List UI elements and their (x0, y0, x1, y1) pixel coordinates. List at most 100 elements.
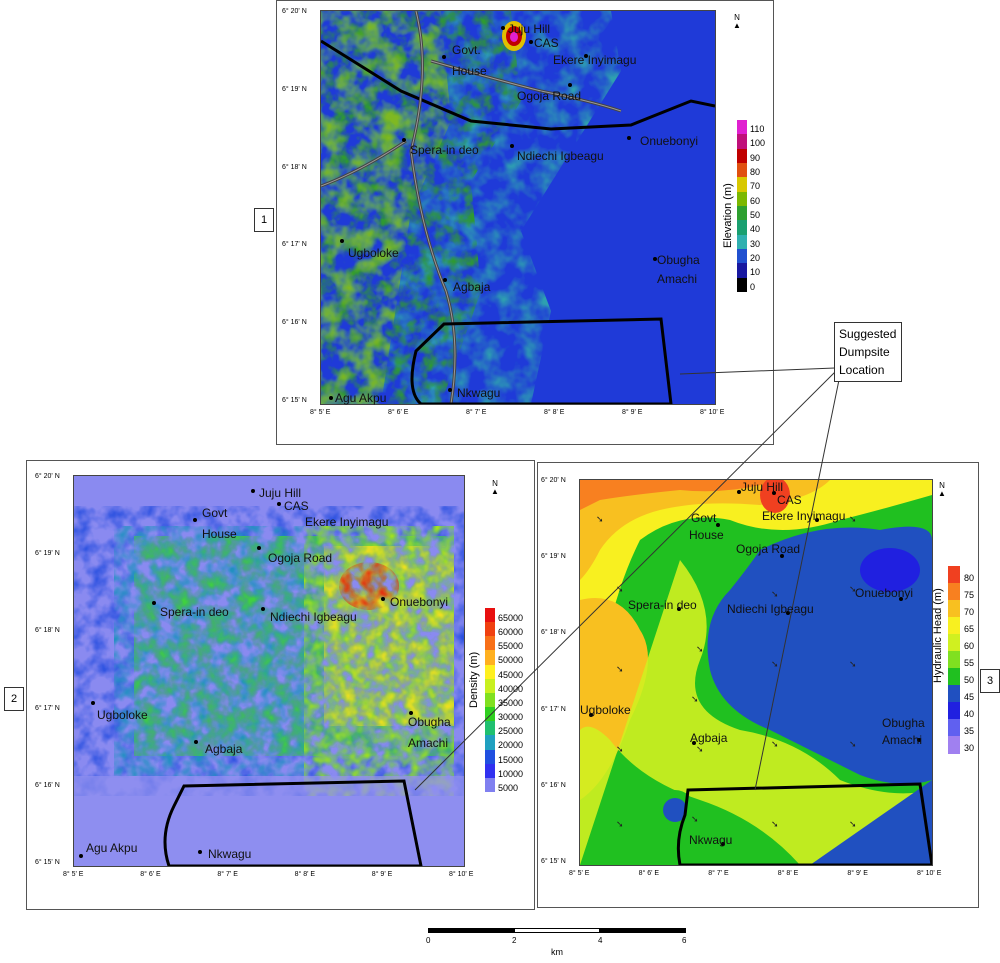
legend-label: 30 (750, 238, 761, 249)
lat-tick-label: 6° 17' N (35, 704, 60, 712)
legend-label: 55000 (498, 641, 524, 652)
panel-number-3: 3 (980, 669, 1000, 693)
lat-tick-label: 6° 18' N (35, 627, 60, 635)
map1-place-label: Amachi (657, 272, 698, 286)
legend-label: 45000 (498, 669, 524, 680)
legend-label: 25000 (498, 726, 524, 737)
legend-swatch (485, 692, 495, 708)
scale-segment (600, 928, 686, 933)
map3-place-label: House (689, 528, 724, 542)
legend-label: 0 (750, 281, 756, 292)
map2-place-label: Govt (202, 506, 228, 520)
density-map (73, 475, 465, 867)
lon-tick-label: 8° 5' E (310, 409, 331, 416)
lon-tick-label: 8° 7' E (466, 409, 487, 416)
location-dot (899, 597, 903, 601)
location-dot (677, 607, 681, 611)
dumpsite-callout: Suggested Dumpsite Location (834, 322, 902, 382)
legend-label: 110 (750, 124, 765, 134)
legend-label: 35000 (498, 697, 524, 708)
elevation-map-svg (321, 11, 715, 404)
location-dot (257, 546, 261, 550)
map3-place-label: Onuebonyi (855, 586, 914, 600)
legend-label: 70 (750, 181, 761, 192)
legend-swatch (737, 249, 747, 264)
lat-tick-label: 6° 17' N (282, 241, 307, 249)
location-dot (198, 850, 202, 854)
lon-tick-label: 8° 10' E (917, 870, 942, 877)
legend-label: 60000 (498, 627, 524, 638)
map3-place-label: Ekere Inyimagu (762, 509, 846, 523)
legend-label: 55 (964, 658, 975, 668)
legend-label: 5000 (498, 782, 519, 793)
map1-place-label: Onuebonyi (640, 134, 699, 148)
legend-label: 65 (964, 624, 975, 634)
map1-place-label: Ogoja Road (517, 89, 582, 103)
location-dot (529, 40, 533, 44)
legend-label: 30 (964, 743, 975, 753)
legend-label: 40 (964, 709, 975, 719)
map2-place-label: Ndiechi Igbeagu (270, 610, 357, 624)
location-dot (448, 388, 452, 392)
lat-tick-label: 6° 18' N (282, 163, 307, 171)
legend-swatch (485, 707, 495, 722)
lat-tick-label: 6° 15' N (282, 397, 307, 404)
lat-tick-label: 6° 16' N (282, 319, 307, 327)
scale-bar: 0 2 4 6 km (426, 928, 688, 958)
legend-1 (737, 120, 767, 293)
lat-tick-label: 6° 20' N (282, 8, 307, 15)
map3-place-label: Govt (691, 511, 717, 525)
legend-label: 10 (750, 267, 761, 278)
legend-label: 30000 (498, 712, 524, 723)
legend-title-3: Hydraulic Head (m) (932, 588, 944, 683)
flow-direction-arrow-icon: ➘ (616, 584, 624, 594)
legend-label: 20000 (498, 740, 524, 751)
map1-place-label: Ekere Inyimagu (553, 53, 637, 67)
lat-tick-label: 6° 16' N (541, 781, 566, 789)
location-dot (409, 711, 413, 715)
map1-place-label: CAS (534, 36, 559, 50)
location-dot (772, 491, 776, 495)
legend-label: 80 (750, 167, 761, 177)
legend-swatch (948, 736, 960, 754)
location-dot (193, 518, 197, 522)
legend-title-2: Density (m) (468, 651, 480, 708)
flow-direction-arrow-icon: ➘ (691, 694, 699, 704)
location-dot (194, 740, 198, 744)
callout-line-1: Suggested (839, 327, 897, 341)
map2-place-label: Agu Akpu (86, 841, 138, 855)
legend-label: 20 (750, 253, 761, 263)
lon-tick-label: 8° 10' E (449, 871, 474, 878)
location-dot (442, 55, 446, 59)
legend-swatch (737, 191, 747, 207)
legend-swatch (485, 622, 495, 637)
lat-tick-label: 6° 19' N (35, 550, 60, 558)
legend-title-1: Elevation (m) (722, 183, 734, 248)
lat-tick-label: 6° 20' N (35, 473, 60, 480)
location-dot (584, 54, 588, 58)
scale-tick: 6 (682, 936, 687, 945)
location-dot (329, 396, 333, 400)
map1-place-label: Nkwagu (457, 386, 501, 400)
legend-swatch (948, 634, 960, 652)
map3-place-label: Obugha (882, 716, 925, 730)
location-dot (692, 741, 696, 745)
lon-tick-label: 8° 7' E (708, 870, 729, 877)
legend-swatch (737, 206, 747, 221)
legend-swatch (948, 685, 960, 703)
scale-segment (514, 928, 600, 933)
legend-label: 45 (964, 692, 975, 702)
legend-swatch (737, 120, 747, 135)
legend-swatch (737, 220, 747, 236)
map2-place-label: Onuebonyi (390, 595, 449, 609)
legend-swatch (737, 234, 747, 250)
lat-tick-label: 6° 15' N (541, 858, 566, 865)
flow-direction-arrow-icon: ➘ (771, 589, 779, 599)
location-dot (261, 607, 265, 611)
legend-swatch (485, 763, 495, 779)
callout-line-3: Location (839, 363, 885, 377)
lon-tick-label: 8° 6' E (638, 870, 660, 877)
map1-place-label: Agbaja (453, 280, 491, 294)
flow-direction-arrow-icon: ➘ (849, 739, 857, 749)
map2-place-label: Ekere Inyimagu (305, 515, 389, 529)
